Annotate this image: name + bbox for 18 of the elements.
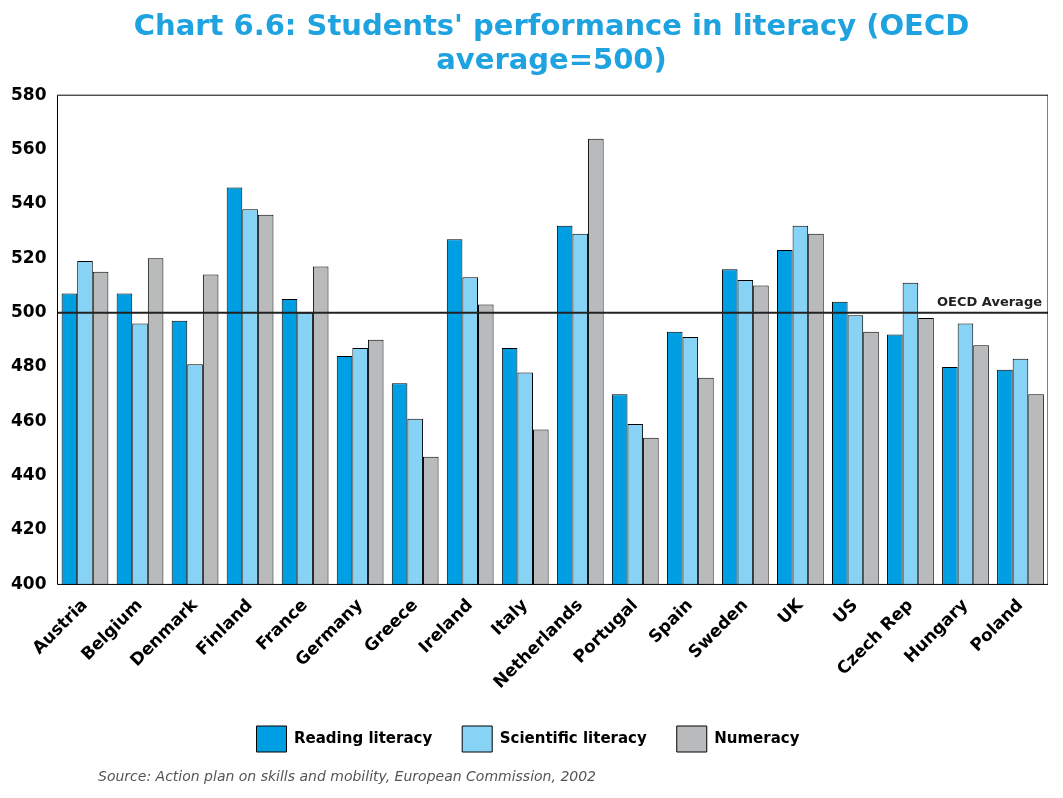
y-tick-label: 580	[10, 83, 47, 104]
legend-label: Scientific literacy	[499, 728, 647, 747]
y-tick-label: 420	[10, 518, 47, 539]
y-tick-label: 560	[10, 137, 47, 158]
legend-label: Reading literacy	[294, 728, 433, 747]
y-tick-label: 440	[10, 464, 47, 485]
y-tick-label: 500	[10, 301, 47, 322]
y-tick-label: 540	[10, 192, 47, 213]
y-tick-label: 520	[10, 246, 47, 267]
y-tick-label: 480	[10, 355, 47, 376]
y-tick-label: 460	[10, 409, 47, 430]
x-tick-label: UK	[773, 593, 807, 628]
legend-label: Numeracy	[714, 728, 800, 747]
y-tick-label: 400	[10, 572, 47, 593]
x-tick-label: US	[828, 594, 862, 628]
chart-title: Chart 6.6: Students' performance in literacy (OECD average=500)	[132, 8, 971, 76]
ref-line-label: OECD Average	[937, 293, 1043, 309]
source-note: Source: Action plan on skills and mobility, European Commission, 2002	[98, 768, 597, 784]
